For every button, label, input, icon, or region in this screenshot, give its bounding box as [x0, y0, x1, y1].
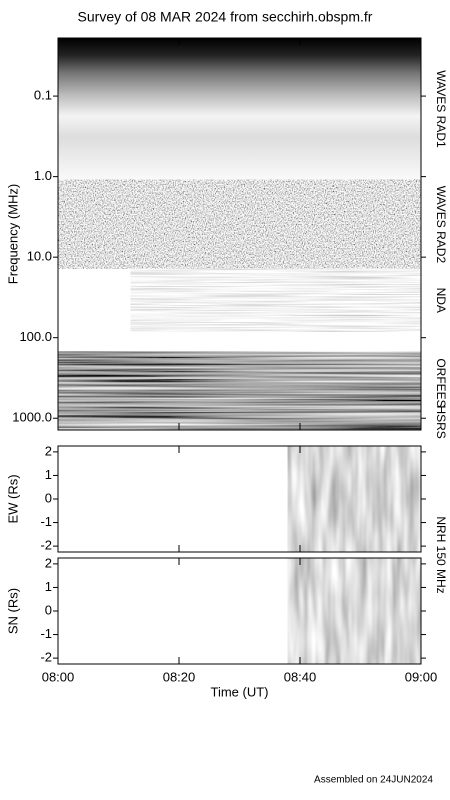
y-tick-label: 0 — [45, 602, 52, 617]
spectrum-band — [58, 414, 421, 430]
y-tick-label: -2 — [40, 650, 52, 665]
spectrum-band — [130, 268, 421, 332]
y-tick-label: 2 — [45, 443, 52, 458]
y-tick-label: -2 — [40, 538, 52, 553]
panel-frame — [57, 37, 422, 431]
band-label: ORFEES — [434, 358, 448, 407]
y-tick-label: 1 — [45, 467, 52, 482]
y-tick-label: 2 — [45, 555, 52, 570]
radioheliograph-image — [287, 558, 421, 664]
band-label: HSRS — [434, 405, 448, 438]
instrument-label: NRH 150 MHz — [434, 516, 448, 593]
y-axis-label: Frequency (MHz) — [5, 184, 20, 284]
x-tick-label: 08:20 — [163, 669, 196, 684]
spectrum-band — [58, 179, 421, 269]
y-axis-label: SN (Rs) — [5, 588, 20, 634]
y-tick-label: 1.0 — [34, 168, 52, 183]
band-label: WAVES RAD1 — [434, 70, 448, 148]
y-tick-label: -1 — [40, 514, 52, 529]
spectrum-band — [58, 351, 421, 415]
spectrum-band — [58, 38, 421, 180]
y-tick-label: 10.0 — [27, 249, 52, 264]
band-label: WAVES RAD2 — [434, 186, 448, 264]
y-tick-label: 0 — [45, 490, 52, 505]
x-tick-label: 09:00 — [405, 669, 438, 684]
y-tick-label: -1 — [40, 626, 52, 641]
y-tick-label: 1 — [45, 579, 52, 594]
y-axis-label: EW (Rs) — [5, 474, 20, 523]
band-label: NDA — [434, 288, 448, 313]
radioheliograph-image — [287, 446, 421, 552]
x-tick-label: 08:00 — [42, 669, 75, 684]
footer: Assembled on 24JUN2024 — [314, 775, 433, 786]
x-axis-label: Time (UT) — [210, 684, 268, 699]
x-tick-label: 08:40 — [284, 669, 317, 684]
y-tick-label: 100.0 — [19, 329, 52, 344]
y-tick-label: 1000.0 — [12, 410, 52, 425]
y-tick-label: 0.1 — [34, 88, 52, 103]
chart-title: Survey of 08 MAR 2024 from secchirh.obsp… — [78, 9, 373, 25]
